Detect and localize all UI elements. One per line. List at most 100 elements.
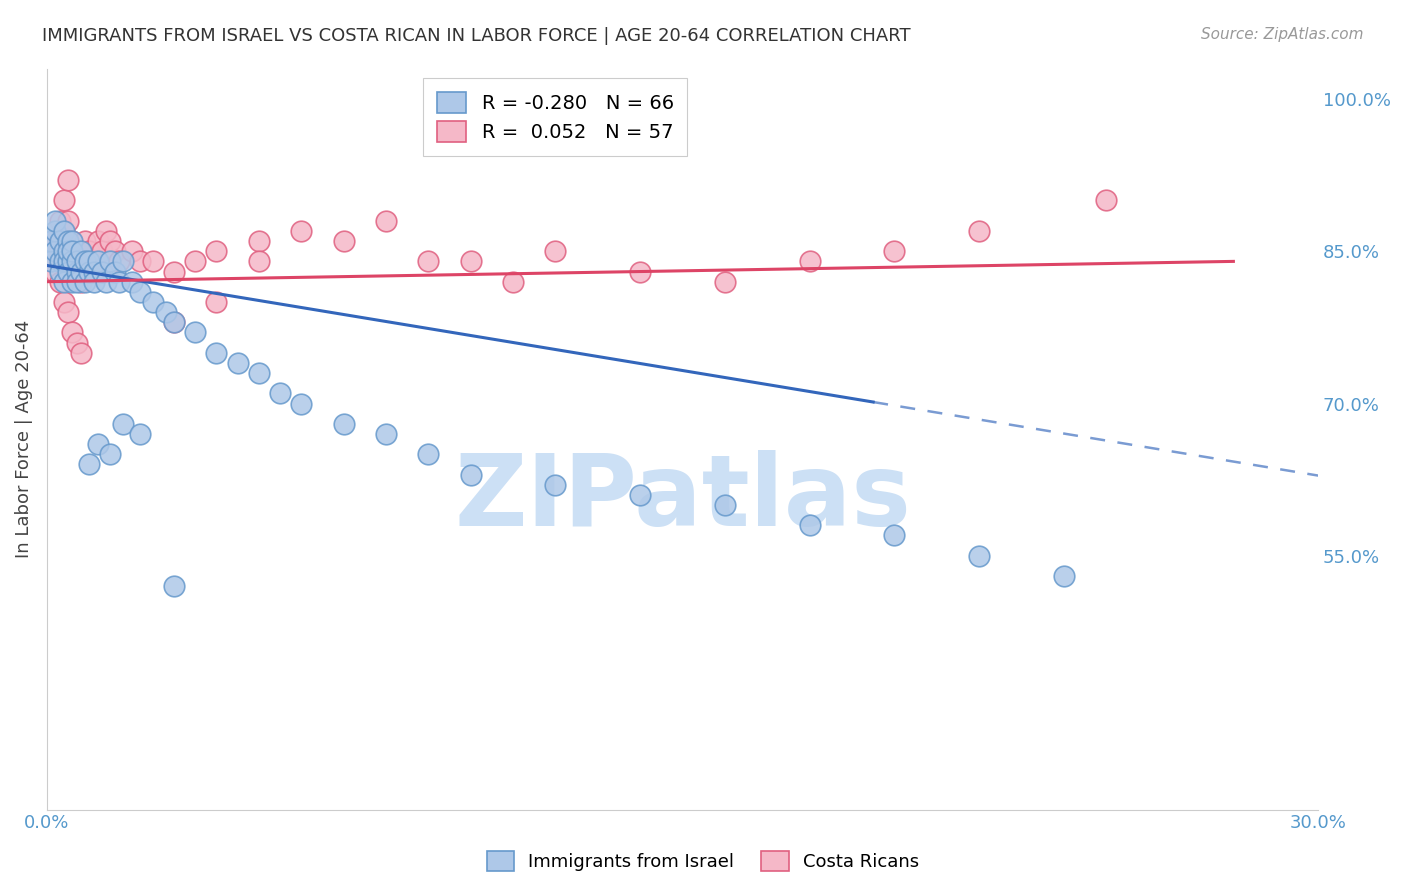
Point <box>69 244 91 259</box>
Point <box>48 214 70 228</box>
Point <box>44 224 66 238</box>
Point <box>44 234 66 248</box>
Point <box>56 234 79 248</box>
Point <box>460 254 482 268</box>
Point <box>91 244 114 259</box>
Point <box>69 345 91 359</box>
Point <box>104 264 127 278</box>
Point <box>100 254 122 268</box>
Point <box>52 244 75 259</box>
Point <box>374 214 396 228</box>
Point <box>56 234 79 248</box>
Point <box>290 396 312 410</box>
Point <box>48 264 70 278</box>
Point <box>374 426 396 441</box>
Point <box>205 345 228 359</box>
Point <box>155 305 177 319</box>
Point <box>142 254 165 268</box>
Point <box>714 275 737 289</box>
Point <box>65 264 87 278</box>
Point <box>332 417 354 431</box>
Point <box>48 275 70 289</box>
Point <box>56 214 79 228</box>
Point <box>332 234 354 248</box>
Point <box>1095 194 1118 208</box>
Point <box>163 579 186 593</box>
Point <box>77 458 100 472</box>
Point <box>87 437 110 451</box>
Point <box>52 254 75 268</box>
Point <box>77 264 100 278</box>
Point <box>108 254 131 268</box>
Point <box>48 254 70 268</box>
Point <box>87 254 110 268</box>
Point <box>799 518 821 533</box>
Point <box>69 254 91 268</box>
Point <box>52 295 75 310</box>
Point <box>967 549 990 563</box>
Point <box>39 234 62 248</box>
Point <box>52 275 75 289</box>
Y-axis label: In Labor Force | Age 20-64: In Labor Force | Age 20-64 <box>15 320 32 558</box>
Point <box>52 224 75 238</box>
Point <box>60 234 83 248</box>
Point <box>65 244 87 259</box>
Point <box>714 498 737 512</box>
Point <box>87 234 110 248</box>
Point <box>112 417 135 431</box>
Point <box>226 356 249 370</box>
Text: ZIPatlas: ZIPatlas <box>454 450 911 547</box>
Legend: Immigrants from Israel, Costa Ricans: Immigrants from Israel, Costa Ricans <box>479 844 927 879</box>
Point <box>60 254 83 268</box>
Point <box>56 173 79 187</box>
Legend: R = -0.280   N = 66, R =  0.052   N = 57: R = -0.280 N = 66, R = 0.052 N = 57 <box>423 78 688 155</box>
Point <box>121 244 143 259</box>
Point <box>129 285 152 299</box>
Point <box>129 426 152 441</box>
Point <box>418 447 440 461</box>
Point <box>129 254 152 268</box>
Point <box>247 254 270 268</box>
Point <box>163 264 186 278</box>
Point <box>39 254 62 268</box>
Point <box>44 264 66 278</box>
Point <box>44 244 66 259</box>
Point <box>73 264 96 278</box>
Point <box>77 264 100 278</box>
Point <box>418 254 440 268</box>
Point <box>91 264 114 278</box>
Point <box>56 244 79 259</box>
Point <box>39 254 62 268</box>
Point <box>48 234 70 248</box>
Point <box>247 366 270 380</box>
Point <box>544 477 567 491</box>
Point <box>60 326 83 340</box>
Point <box>247 234 270 248</box>
Point <box>65 335 87 350</box>
Point <box>544 244 567 259</box>
Point <box>69 264 91 278</box>
Point <box>142 295 165 310</box>
Point <box>69 275 91 289</box>
Point <box>112 254 135 268</box>
Point <box>73 254 96 268</box>
Point <box>883 244 905 259</box>
Point <box>1053 569 1076 583</box>
Point <box>83 254 105 268</box>
Point <box>60 234 83 248</box>
Point <box>205 295 228 310</box>
Point <box>56 254 79 268</box>
Point <box>96 275 118 289</box>
Point <box>83 275 105 289</box>
Point <box>100 447 122 461</box>
Point <box>65 275 87 289</box>
Point <box>77 244 100 259</box>
Point <box>56 305 79 319</box>
Point <box>77 254 100 268</box>
Point <box>163 315 186 329</box>
Point <box>44 214 66 228</box>
Point <box>83 264 105 278</box>
Point <box>96 224 118 238</box>
Point <box>628 488 651 502</box>
Point <box>56 264 79 278</box>
